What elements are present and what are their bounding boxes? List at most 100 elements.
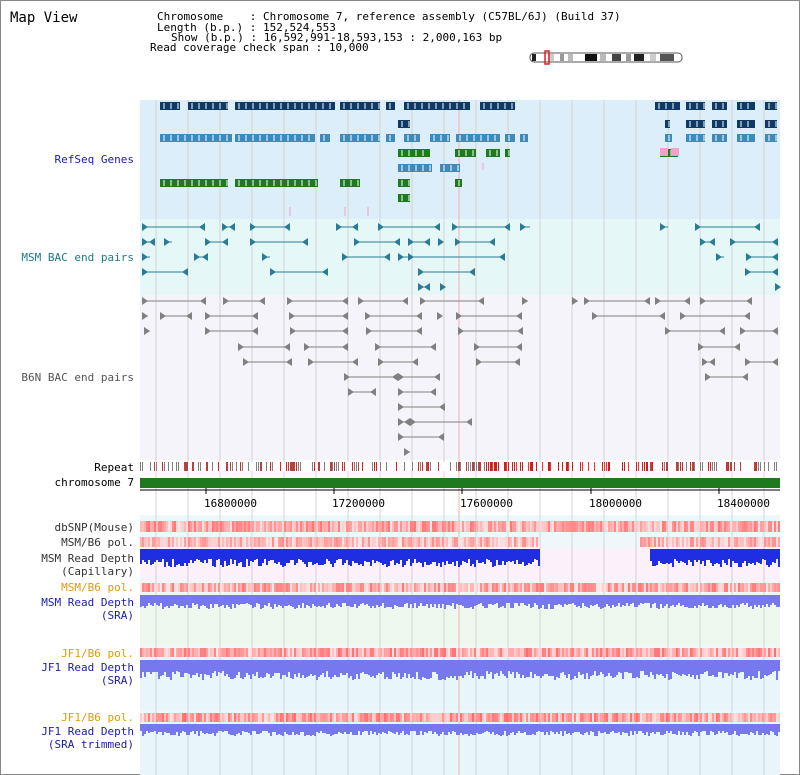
b6n-bac-end-marker[interactable]	[304, 343, 310, 351]
msm-bac-end-marker[interactable]	[342, 253, 348, 261]
msm-bac-end-marker[interactable]	[520, 223, 526, 231]
b6n-bac-end-marker[interactable]	[392, 373, 398, 381]
b6n-bac-end-marker[interactable]	[186, 312, 192, 320]
b6n-bac-end-marker[interactable]	[420, 297, 426, 305]
b6n-bac-end-marker[interactable]	[416, 312, 422, 320]
b6n-bac-end-marker[interactable]	[416, 327, 422, 335]
msm-bac-end-marker[interactable]	[149, 238, 155, 246]
msm-bac-end-marker[interactable]	[182, 268, 188, 276]
b6n-bac-end-marker[interactable]	[702, 358, 708, 366]
b6n-bac-end-marker[interactable]	[259, 297, 265, 305]
b6n-bac-end-marker[interactable]	[665, 327, 671, 335]
b6n-bac-end-marker[interactable]	[456, 312, 462, 320]
b6n-bac-end-marker[interactable]	[252, 327, 258, 335]
b6n-bac-end-marker[interactable]	[378, 358, 384, 366]
b6n-bac-end-marker[interactable]	[404, 418, 410, 426]
b6n-bac-end-marker[interactable]	[144, 327, 150, 335]
b6n-bac-end-marker[interactable]	[684, 297, 690, 305]
b6n-bac-end-marker[interactable]	[655, 297, 661, 305]
b6n-bac-end-marker[interactable]	[398, 433, 404, 441]
b6n-bac-end-marker[interactable]	[342, 312, 348, 320]
b6n-bac-end-marker[interactable]	[142, 312, 148, 320]
msm-bac-end-marker[interactable]	[164, 238, 170, 246]
b6n-bac-end-marker[interactable]	[772, 358, 778, 366]
b6n-bac-end-marker[interactable]	[516, 343, 522, 351]
b6n-bac-end-marker[interactable]	[680, 312, 686, 320]
b6n-bac-end-marker[interactable]	[287, 297, 293, 305]
b6n-bac-end-marker[interactable]	[744, 312, 750, 320]
b6n-bac-end-marker[interactable]	[644, 297, 650, 305]
msm-bac-end-marker[interactable]	[142, 223, 148, 231]
b6n-bac-end-marker[interactable]	[430, 343, 436, 351]
msm-bac-end-marker[interactable]	[660, 223, 666, 231]
msm-bac-end-marker[interactable]	[142, 268, 148, 276]
b6n-bac-end-marker[interactable]	[437, 312, 443, 320]
b6n-bac-end-marker[interactable]	[514, 358, 520, 366]
msm-bac-end-marker[interactable]	[695, 223, 701, 231]
msm-bac-end-marker[interactable]	[434, 223, 440, 231]
msm-bac-end-marker[interactable]	[284, 223, 290, 231]
b6n-bac-end-marker[interactable]	[584, 297, 590, 305]
msm-bac-end-marker[interactable]	[336, 223, 342, 231]
msm-bac-end-marker[interactable]	[709, 238, 715, 246]
msm-bac-end-marker[interactable]	[384, 253, 390, 261]
b6n-bac-end-marker[interactable]	[734, 343, 740, 351]
msm-bac-end-marker[interactable]	[378, 223, 384, 231]
b6n-bac-end-marker[interactable]	[438, 433, 444, 441]
msm-bac-end-marker[interactable]	[700, 238, 706, 246]
b6n-bac-end-marker[interactable]	[160, 312, 166, 320]
b6n-bac-end-marker[interactable]	[719, 327, 725, 335]
b6n-bac-end-marker[interactable]	[342, 327, 348, 335]
b6n-bac-end-marker[interactable]	[365, 312, 371, 320]
b6n-bac-end-marker[interactable]	[200, 297, 206, 305]
msm-bac-end-marker[interactable]	[455, 238, 461, 246]
msm-bac-end-marker[interactable]	[262, 253, 268, 261]
msm-bac-end-marker[interactable]	[438, 238, 444, 246]
b6n-bac-end-marker[interactable]	[522, 297, 528, 305]
b6n-bac-end-marker[interactable]	[398, 403, 404, 411]
msm-bac-end-marker[interactable]	[394, 238, 400, 246]
b6n-bac-end-marker[interactable]	[709, 358, 715, 366]
b6n-bac-end-marker[interactable]	[142, 297, 148, 305]
msm-bac-end-marker[interactable]	[270, 268, 276, 276]
msm-bac-end-marker[interactable]	[250, 238, 256, 246]
msm-bac-end-marker[interactable]	[194, 253, 200, 261]
b6n-bac-end-marker[interactable]	[740, 327, 746, 335]
b6n-bac-end-marker[interactable]	[243, 358, 249, 366]
b6n-bac-end-marker[interactable]	[289, 312, 295, 320]
b6n-bac-end-marker[interactable]	[352, 358, 358, 366]
b6n-bac-end-marker[interactable]	[223, 297, 229, 305]
msm-bac-end-marker[interactable]	[452, 223, 458, 231]
b6n-bac-end-marker[interactable]	[404, 448, 410, 456]
msm-bac-end-marker[interactable]	[424, 283, 430, 291]
b6n-bac-end-marker[interactable]	[375, 343, 381, 351]
b6n-bac-end-marker[interactable]	[286, 358, 292, 366]
msm-bac-end-marker[interactable]	[142, 238, 148, 246]
b6n-bac-end-marker[interactable]	[284, 343, 290, 351]
msm-bac-end-marker[interactable]	[499, 253, 505, 261]
b6n-bac-end-marker[interactable]	[410, 418, 416, 426]
msm-bac-end-marker[interactable]	[408, 238, 414, 246]
b6n-bac-end-marker[interactable]	[370, 388, 376, 396]
b6n-bac-end-marker[interactable]	[412, 358, 418, 366]
msm-bac-end-marker[interactable]	[205, 238, 211, 246]
b6n-bac-end-marker[interactable]	[252, 312, 258, 320]
b6n-bac-end-marker[interactable]	[478, 297, 484, 305]
msm-bac-end-marker[interactable]	[754, 223, 760, 231]
msm-bac-end-marker[interactable]	[222, 238, 228, 246]
b6n-bac-end-marker[interactable]	[430, 388, 436, 396]
msm-bac-end-marker[interactable]	[352, 223, 358, 231]
b6n-bac-end-marker[interactable]	[342, 297, 348, 305]
msm-bac-end-marker[interactable]	[745, 268, 751, 276]
msm-bac-end-marker[interactable]	[302, 238, 308, 246]
msm-bac-end-marker[interactable]	[440, 283, 446, 291]
msm-bac-end-marker[interactable]	[418, 268, 424, 276]
b6n-bac-end-marker[interactable]	[746, 297, 752, 305]
b6n-bac-end-marker[interactable]	[474, 343, 480, 351]
msm-bac-end-marker[interactable]	[408, 253, 414, 261]
b6n-bac-end-marker[interactable]	[342, 343, 348, 351]
msm-bac-end-marker[interactable]	[222, 223, 228, 231]
b6n-bac-end-marker[interactable]	[238, 343, 244, 351]
msm-bac-end-marker[interactable]	[469, 268, 475, 276]
msm-bac-end-marker[interactable]	[354, 238, 360, 246]
